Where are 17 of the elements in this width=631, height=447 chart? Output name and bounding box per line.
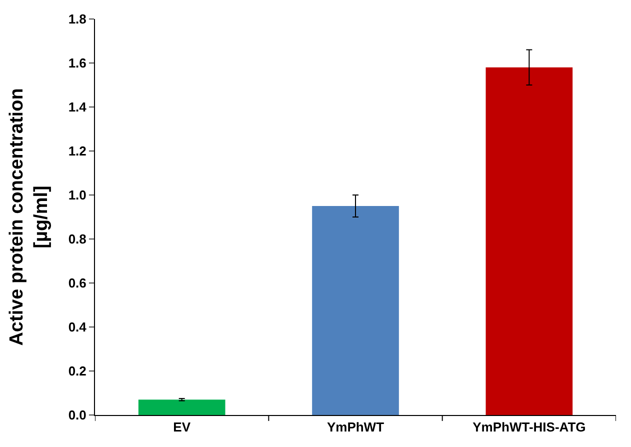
y-tick-label: 1.6 — [68, 56, 86, 71]
y-tick-label: 1.2 — [68, 144, 86, 159]
y-tick-label: 0.2 — [68, 364, 86, 379]
y-tick-label: 0.0 — [68, 408, 86, 423]
y-tick-label: 0.6 — [68, 276, 86, 291]
y-tick-label: 1.0 — [68, 188, 86, 203]
y-tick-label: 1.4 — [68, 100, 88, 115]
bar — [138, 400, 226, 415]
bar — [312, 206, 399, 415]
y-tick-label: 1.8 — [68, 12, 86, 27]
x-tick-label: EV — [173, 420, 191, 435]
bar — [486, 67, 573, 415]
x-tick-label: YmPhWT-HIS-ATG — [472, 420, 586, 435]
y-tick-label: 0.4 — [68, 320, 88, 335]
y-axis-title: Active protein concentration [µg/ml] — [6, 88, 52, 346]
x-tick-label: YmPhWT — [326, 420, 384, 435]
y-tick-label: 0.8 — [68, 232, 86, 247]
